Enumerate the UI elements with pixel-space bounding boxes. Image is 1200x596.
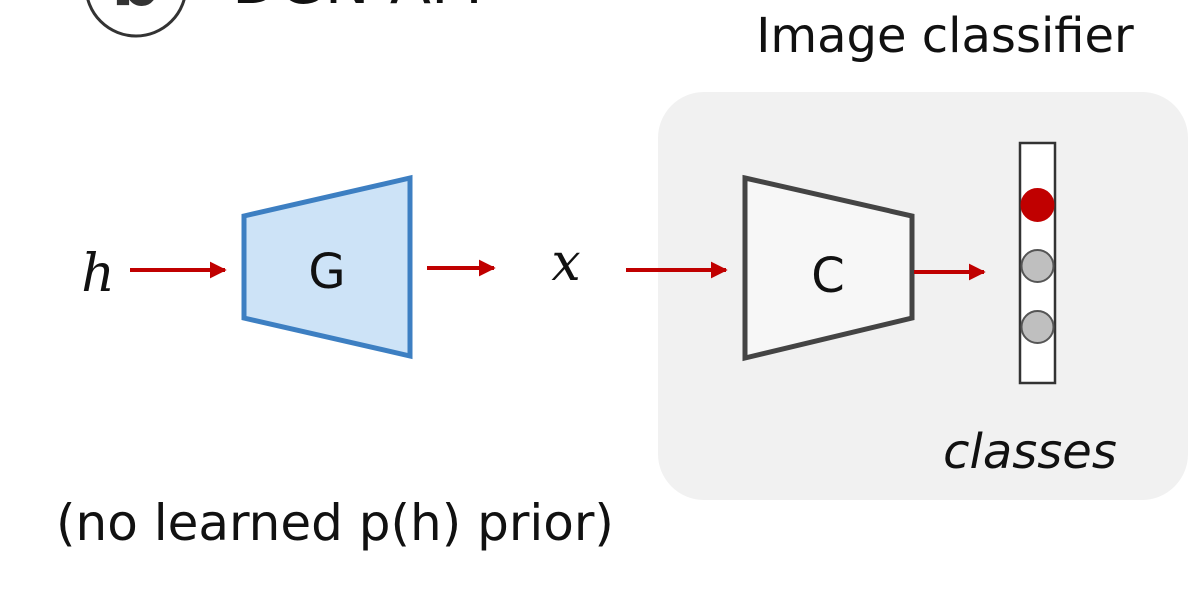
output-unit	[1020, 249, 1055, 283]
classifier-block	[742, 174, 915, 362]
generator-label: G	[308, 244, 345, 300]
image-variable-x: x	[551, 233, 580, 293]
section-badge-letter: b	[111, 0, 161, 22]
prior-note: (no learned p(h) prior)	[56, 494, 614, 552]
output-unit-active	[1020, 188, 1055, 222]
input-variable-h: h	[81, 244, 115, 304]
diagram-title: DGN-AM	[232, 0, 483, 18]
section-badge-circle	[86, 0, 186, 38]
classifier-label: C	[811, 248, 845, 304]
classifier-title: Image classifier	[756, 8, 1134, 64]
generator-block	[241, 174, 413, 360]
output-units	[1020, 188, 1055, 344]
classes-label: classes	[943, 424, 1117, 480]
output-unit	[1020, 310, 1055, 344]
